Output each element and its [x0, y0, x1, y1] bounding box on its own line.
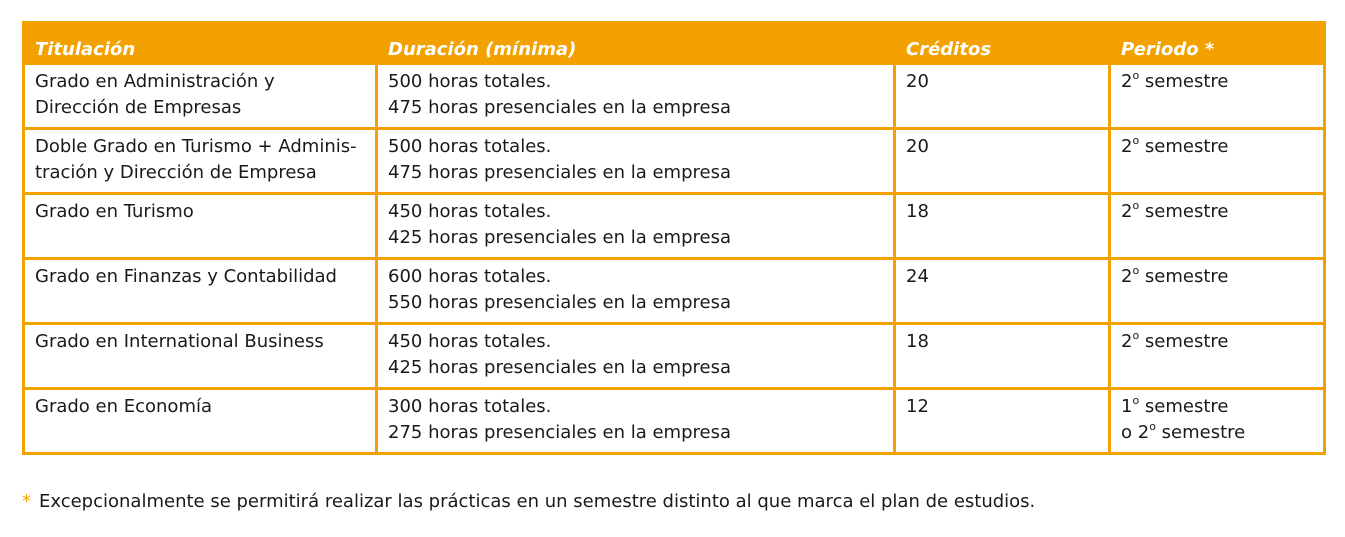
table-row: Grado en Economía 300 horas totales. 275 h… [22, 387, 1326, 455]
cell-titulacion: Grado en International Business [22, 322, 378, 390]
header-periodo: Periodo * [1108, 21, 1326, 65]
periodo-line: 2o semestre [1121, 329, 1313, 355]
duracion-line: 450 horas totales. [388, 201, 552, 222]
duracion-line: 600 horas totales. [388, 266, 552, 287]
footnote: * Excepcionalmente se permitirá realizar … [22, 489, 1035, 515]
periodo-number: 1 [1121, 396, 1133, 417]
table-header-row: Titulación Duración (mínima) Créditos Pe… [22, 21, 1326, 65]
duracion-line: 500 horas totales. [388, 71, 552, 92]
cell-creditos: 24 [893, 257, 1111, 325]
cell-creditos: 12 [893, 387, 1111, 455]
cell-periodo: 2o semestre [1108, 322, 1326, 390]
periodo-line: 2o semestre [1121, 264, 1313, 290]
periodo-ordinal: o [1149, 420, 1156, 433]
cell-creditos: 18 [893, 322, 1111, 390]
cell-periodo: 2o semestre [1108, 257, 1326, 325]
cell-titulacion: Grado en Economía [22, 387, 378, 455]
cell-creditos: 18 [893, 192, 1111, 260]
periodo-text: semestre [1139, 331, 1229, 352]
titulacion-line: Grado en International Business [35, 331, 324, 352]
periodo-text: semestre [1139, 266, 1229, 287]
periodo-number: 2 [1121, 71, 1133, 92]
periodo-ordinal: o [1132, 134, 1140, 147]
duracion-line: 550 horas presenciales en la empresa [388, 292, 731, 313]
periodo-text: semestre [1139, 396, 1229, 417]
periodo-ordinal: o [1132, 264, 1140, 277]
titulacion-line: Grado en Administración y [35, 71, 275, 92]
creditos-value: 18 [906, 331, 929, 352]
periodo-number: 2 [1121, 266, 1133, 287]
periodo-line: 2o semestre [1121, 69, 1313, 95]
degree-internship-table-container: Titulación Duración (mínima) Créditos Pe… [22, 21, 1326, 455]
periodo-text: semestre [1139, 136, 1229, 157]
table-row: Grado en International Business 450 horas… [22, 322, 1326, 390]
creditos-value: 20 [906, 71, 929, 92]
cell-periodo: 2o semestre [1108, 62, 1326, 130]
duracion-line: 475 horas presenciales en la empresa [388, 162, 731, 183]
periodo-ordinal: o [1132, 199, 1140, 212]
titulacion-line: Dirección de Empresas [35, 97, 242, 118]
table-row: Grado en Turismo 450 horas totales. 425 ho… [22, 192, 1326, 260]
periodo-ordinal: o [1132, 69, 1140, 82]
cell-duracion: 450 horas totales. 425 horas presenciales… [375, 192, 896, 260]
duracion-line: 450 horas totales. [388, 331, 552, 352]
header-duracion: Duración (mínima) [375, 21, 896, 65]
periodo-text: semestre [1139, 201, 1229, 222]
creditos-value: 24 [906, 266, 929, 287]
periodo-line: o 2o semestre [1121, 420, 1313, 446]
periodo-ordinal: o [1132, 394, 1140, 407]
cell-periodo: 2o semestre [1108, 192, 1326, 260]
titulacion-line: Grado en Finanzas y Contabilidad [35, 266, 337, 287]
cell-duracion: 600 horas totales. 550 horas presenciales… [375, 257, 896, 325]
duracion-line: 500 horas totales. [388, 136, 552, 157]
cell-titulacion: Doble Grado en Turismo + Adminis-tración… [22, 127, 378, 195]
duracion-line: 300 horas totales. [388, 396, 552, 417]
creditos-value: 12 [906, 396, 929, 417]
table-row: Grado en Finanzas y Contabilidad 600 hora… [22, 257, 1326, 325]
cell-periodo: 1o semestre o 2o semestre [1108, 387, 1326, 455]
duracion-line: 475 horas presenciales en la empresa [388, 97, 731, 118]
periodo-number: o 2 [1121, 422, 1150, 443]
titulacion-line: Grado en Economía [35, 396, 213, 417]
periodo-number: 2 [1121, 331, 1133, 352]
periodo-text: semestre [1155, 422, 1246, 443]
header-titulacion: Titulación [22, 21, 378, 65]
periodo-line: 2o semestre [1121, 199, 1313, 225]
titulacion-line: tración y Dirección de Empresa [35, 162, 317, 183]
titulacion-line: Grado en Turismo [35, 201, 194, 222]
table-row: Grado en Administración y Dirección de Em… [22, 62, 1326, 130]
duracion-line: 425 horas presenciales en la empresa [388, 357, 731, 378]
cell-creditos: 20 [893, 127, 1111, 195]
periodo-number: 2 [1121, 136, 1133, 157]
cell-duracion: 450 horas totales. 425 horas presenciales… [375, 322, 896, 390]
creditos-value: 20 [906, 136, 929, 157]
cell-titulacion: Grado en Finanzas y Contabilidad [22, 257, 378, 325]
cell-duracion: 500 horas totales. 475 horas presenciales… [375, 127, 896, 195]
footnote-text: Excepcionalmente se permitirá realizar l… [39, 491, 1036, 512]
cell-duracion: 300 horas totales. 275 horas presenciales… [375, 387, 896, 455]
duracion-line: 275 horas presenciales en la empresa [388, 422, 731, 443]
titulacion-line: Doble Grado en Turismo + Adminis- [35, 136, 357, 157]
cell-creditos: 20 [893, 62, 1111, 130]
header-creditos: Créditos [893, 21, 1111, 65]
periodo-ordinal: o [1132, 329, 1140, 342]
periodo-number: 2 [1121, 201, 1133, 222]
periodo-line: 2o semestre [1121, 134, 1313, 160]
table-row: Doble Grado en Turismo + Adminis-tración… [22, 127, 1326, 195]
cell-titulacion: Grado en Administración y Dirección de Em… [22, 62, 378, 130]
cell-periodo: 2o semestre [1108, 127, 1326, 195]
degree-internship-table: Titulación Duración (mínima) Créditos Pe… [22, 21, 1326, 455]
periodo-line: 1o semestre [1121, 394, 1313, 420]
duracion-line: 425 horas presenciales en la empresa [388, 227, 731, 248]
cell-duracion: 500 horas totales. 475 horas presenciales… [375, 62, 896, 130]
creditos-value: 18 [906, 201, 929, 222]
cell-titulacion: Grado en Turismo [22, 192, 378, 260]
periodo-text: semestre [1139, 71, 1229, 92]
footnote-marker: * [22, 491, 31, 512]
table-body: Grado en Administración y Dirección de Em… [22, 62, 1326, 455]
